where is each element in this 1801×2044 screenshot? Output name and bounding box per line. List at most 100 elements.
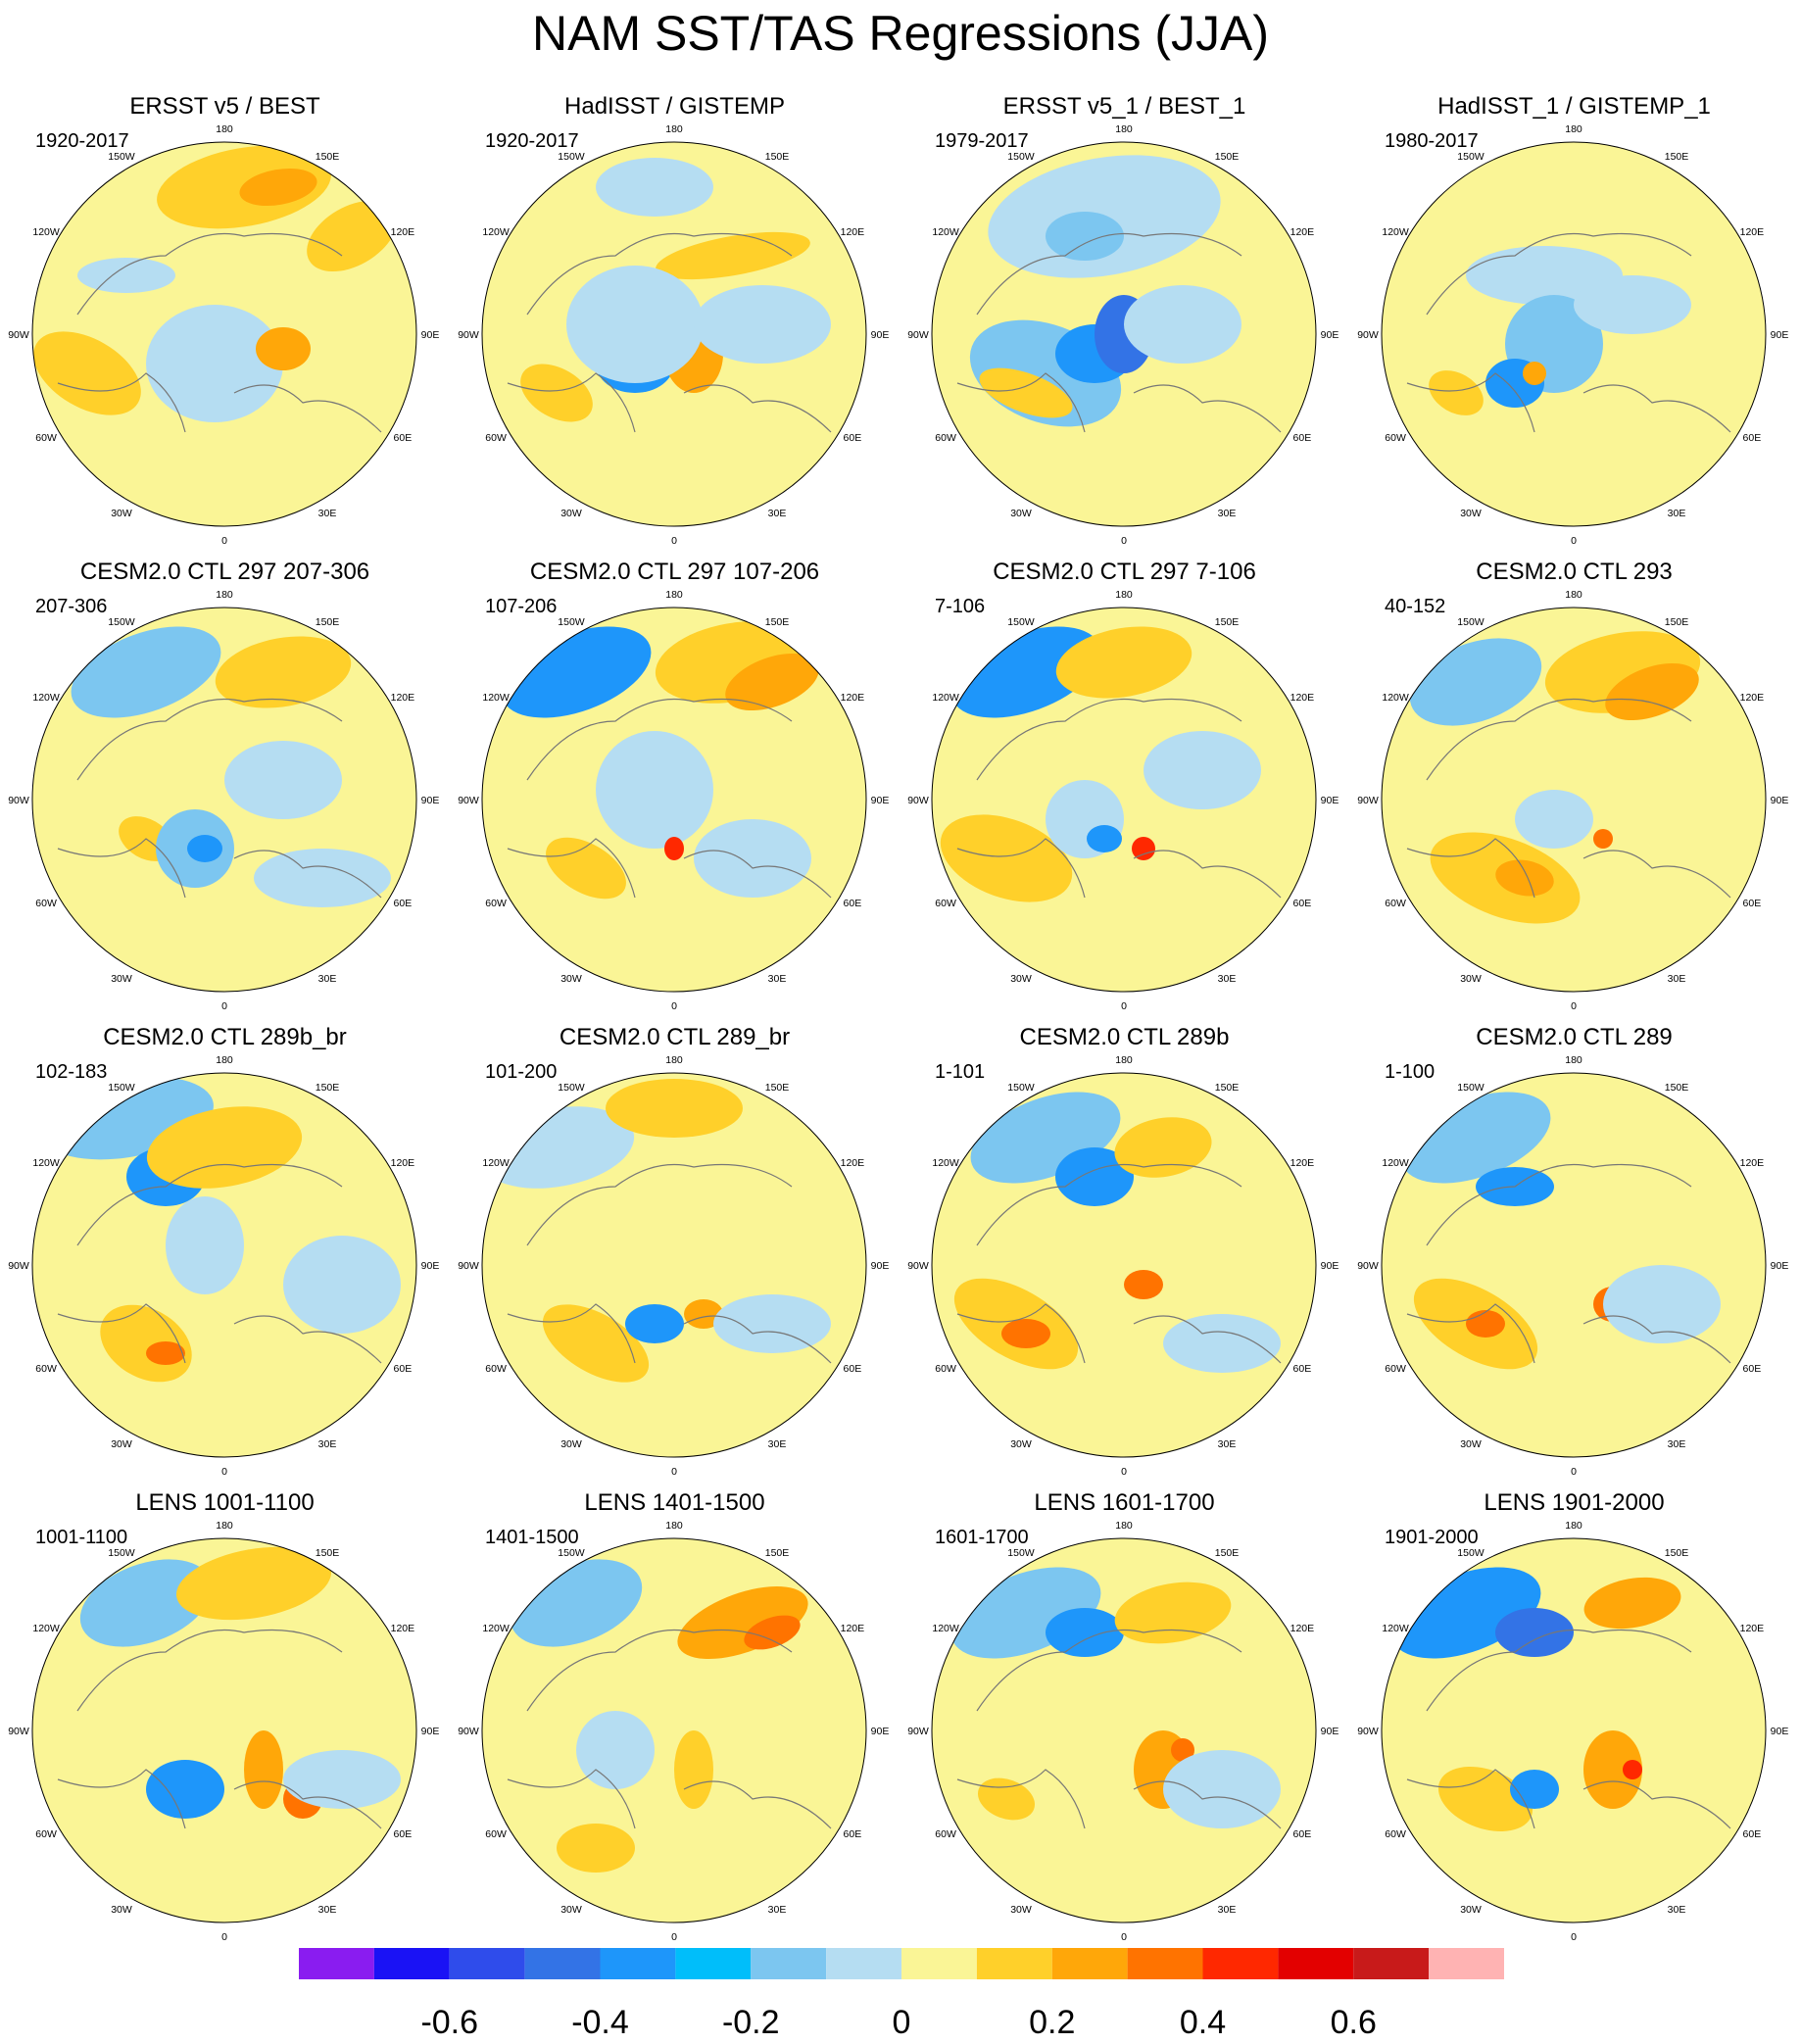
longitude-label: 30E — [1668, 1904, 1686, 1916]
anomaly-contour — [283, 1750, 401, 1809]
anomaly-contour — [1001, 1319, 1050, 1348]
polar-map: 180 150E 120E 90E 60E 30E 0 30W 60W 90W 120W 150W — [458, 589, 889, 1012]
longitude-label: 150E — [1215, 1547, 1240, 1559]
longitude-label: 60W — [935, 1363, 956, 1375]
longitude-label: 60E — [1743, 432, 1762, 444]
longitude-label: 30E — [1218, 1438, 1237, 1450]
longitude-label: 60W — [935, 432, 956, 444]
longitude-label: 150W — [108, 1082, 135, 1094]
colorbar-tick-label: 0 — [892, 2004, 911, 2041]
map-boundary — [31, 1072, 417, 1458]
polar-map: 180 150E 120E 90E 60E 30E 0 30W 60W 90W 120W 150W — [907, 123, 1339, 547]
field-background — [932, 1538, 1316, 1922]
longitude-label: 150E — [1215, 616, 1240, 628]
longitude-label: 120E — [841, 692, 865, 704]
longitude-label: 120W — [1382, 692, 1409, 704]
panel-title: LENS 1001-1100 — [135, 1489, 315, 1516]
longitude-label: 30E — [1668, 973, 1686, 985]
longitude-label: 150E — [765, 1547, 790, 1559]
anomaly-contour — [1437, 1767, 1533, 1831]
map-panel: 180 150E 120E 90E 60E 30E 0 30W 60W 90W 120W 150W C… — [1349, 552, 1799, 1012]
longitude-label: 30W — [111, 1904, 132, 1916]
anomaly-contour — [1144, 731, 1261, 809]
longitude-label: 120E — [1290, 226, 1315, 238]
panel-title: LENS 1401-1500 — [584, 1489, 765, 1516]
anomaly-contour — [166, 1196, 244, 1294]
longitude-label: 180 — [665, 123, 683, 135]
longitude-label: 90E — [421, 795, 440, 806]
map-panel: 180 150E 120E 90E 60E 30E 0 30W 60W 90W 120W 150W C… — [450, 552, 900, 1012]
colorbar-swatch — [524, 1948, 601, 1979]
polar-map: 180 150E 120E 90E 60E 30E 0 30W 60W 90W 120W 150W — [8, 1054, 439, 1478]
period-label: 1920-2017 — [485, 130, 579, 152]
colorbar-swatch — [373, 1948, 450, 1979]
colorbar-swatch — [675, 1948, 752, 1979]
longitude-label: 30E — [318, 508, 337, 519]
longitude-label: 90W — [907, 1726, 929, 1737]
longitude-label: 120W — [32, 1157, 60, 1169]
longitude-label: 30E — [1218, 973, 1237, 985]
longitude-label: 90W — [907, 329, 929, 341]
longitude-label: 30E — [768, 1904, 787, 1916]
longitude-label: 0 — [671, 1000, 677, 1012]
period-label: 1401-1500 — [485, 1527, 579, 1548]
polar-map: 180 150E 120E 90E 60E 30E 0 30W 60W 90W 120W 150W — [907, 1520, 1339, 1943]
longitude-label: 90W — [8, 1260, 29, 1272]
longitude-label: 90E — [1321, 1726, 1339, 1737]
anomaly-contour — [977, 1777, 1036, 1821]
panel-title: CESM2.0 CTL 289 — [1476, 1024, 1673, 1050]
longitude-label: 180 — [1115, 1520, 1133, 1532]
map-boundary — [1381, 1537, 1767, 1923]
longitude-label: 0 — [221, 535, 227, 547]
anomaly-contour — [244, 1730, 283, 1809]
longitude-label: 30E — [1668, 1438, 1686, 1450]
map-panel: 180 150E 120E 90E 60E 30E 0 30W 60W 90W 120W 150W E… — [0, 86, 450, 547]
anomaly-contour — [1623, 1760, 1642, 1779]
anomaly-contour — [744, 1615, 801, 1650]
panel-title: CESM2.0 CTL 289b_br — [103, 1024, 347, 1050]
longitude-label: 90E — [1321, 329, 1339, 341]
panel-title: LENS 1901-2000 — [1484, 1489, 1665, 1516]
longitude-label: 0 — [671, 1931, 677, 1943]
longitude-label: 120E — [1290, 692, 1315, 704]
longitude-label: 60E — [394, 432, 413, 444]
polar-map: 180 150E 120E 90E 60E 30E 0 30W 60W 90W 120W 150W — [8, 123, 439, 547]
anomaly-contour — [664, 837, 684, 860]
anomaly-contour — [1114, 1582, 1232, 1644]
longitude-label: 0 — [1121, 535, 1127, 547]
anomaly-contour — [215, 636, 352, 708]
longitude-label: 120E — [1740, 1623, 1765, 1634]
longitude-label: 90E — [1321, 1260, 1339, 1272]
longitude-label: 60E — [1743, 1363, 1762, 1375]
map-boundary — [481, 1072, 867, 1458]
anomaly-contour — [725, 653, 819, 711]
longitude-label: 120W — [482, 226, 510, 238]
anomaly-contour — [307, 200, 397, 272]
longitude-label: 60E — [1293, 898, 1312, 909]
colorbar-swatch — [1127, 1948, 1203, 1979]
longitude-label: 180 — [1565, 123, 1582, 135]
longitude-label: 60W — [485, 1363, 507, 1375]
coastline — [956, 1629, 1282, 1829]
longitude-label: 60W — [935, 898, 956, 909]
longitude-label: 150E — [1665, 151, 1689, 163]
map-panel: 180 150E 120E 90E 60E 30E 0 30W 60W 90W 120W 150W L… — [0, 1483, 450, 1943]
period-label: 1979-2017 — [935, 130, 1029, 152]
longitude-label: 60E — [844, 898, 862, 909]
colorbar-tick-label: 0.4 — [1179, 2004, 1227, 2041]
map-boundary — [1381, 607, 1767, 993]
longitude-label: 30W — [560, 508, 582, 519]
anomaly-contour — [1171, 1738, 1194, 1762]
longitude-label: 180 — [216, 1054, 233, 1066]
longitude-label: 180 — [665, 589, 683, 601]
panel-title: HadISST_1 / GISTEMP_1 — [1437, 93, 1711, 120]
period-label: 1920-2017 — [35, 130, 129, 152]
longitude-label: 150W — [1457, 616, 1485, 628]
anomaly-contour — [684, 1299, 723, 1329]
coastline — [956, 1163, 1282, 1364]
field-background — [932, 608, 1316, 992]
longitude-label: 180 — [665, 1054, 683, 1066]
longitude-label: 180 — [1565, 1054, 1582, 1066]
anomaly-contour — [1603, 1265, 1721, 1343]
polar-map: 180 150E 120E 90E 60E 30E 0 30W 60W 90W 120W 150W — [8, 1520, 439, 1943]
